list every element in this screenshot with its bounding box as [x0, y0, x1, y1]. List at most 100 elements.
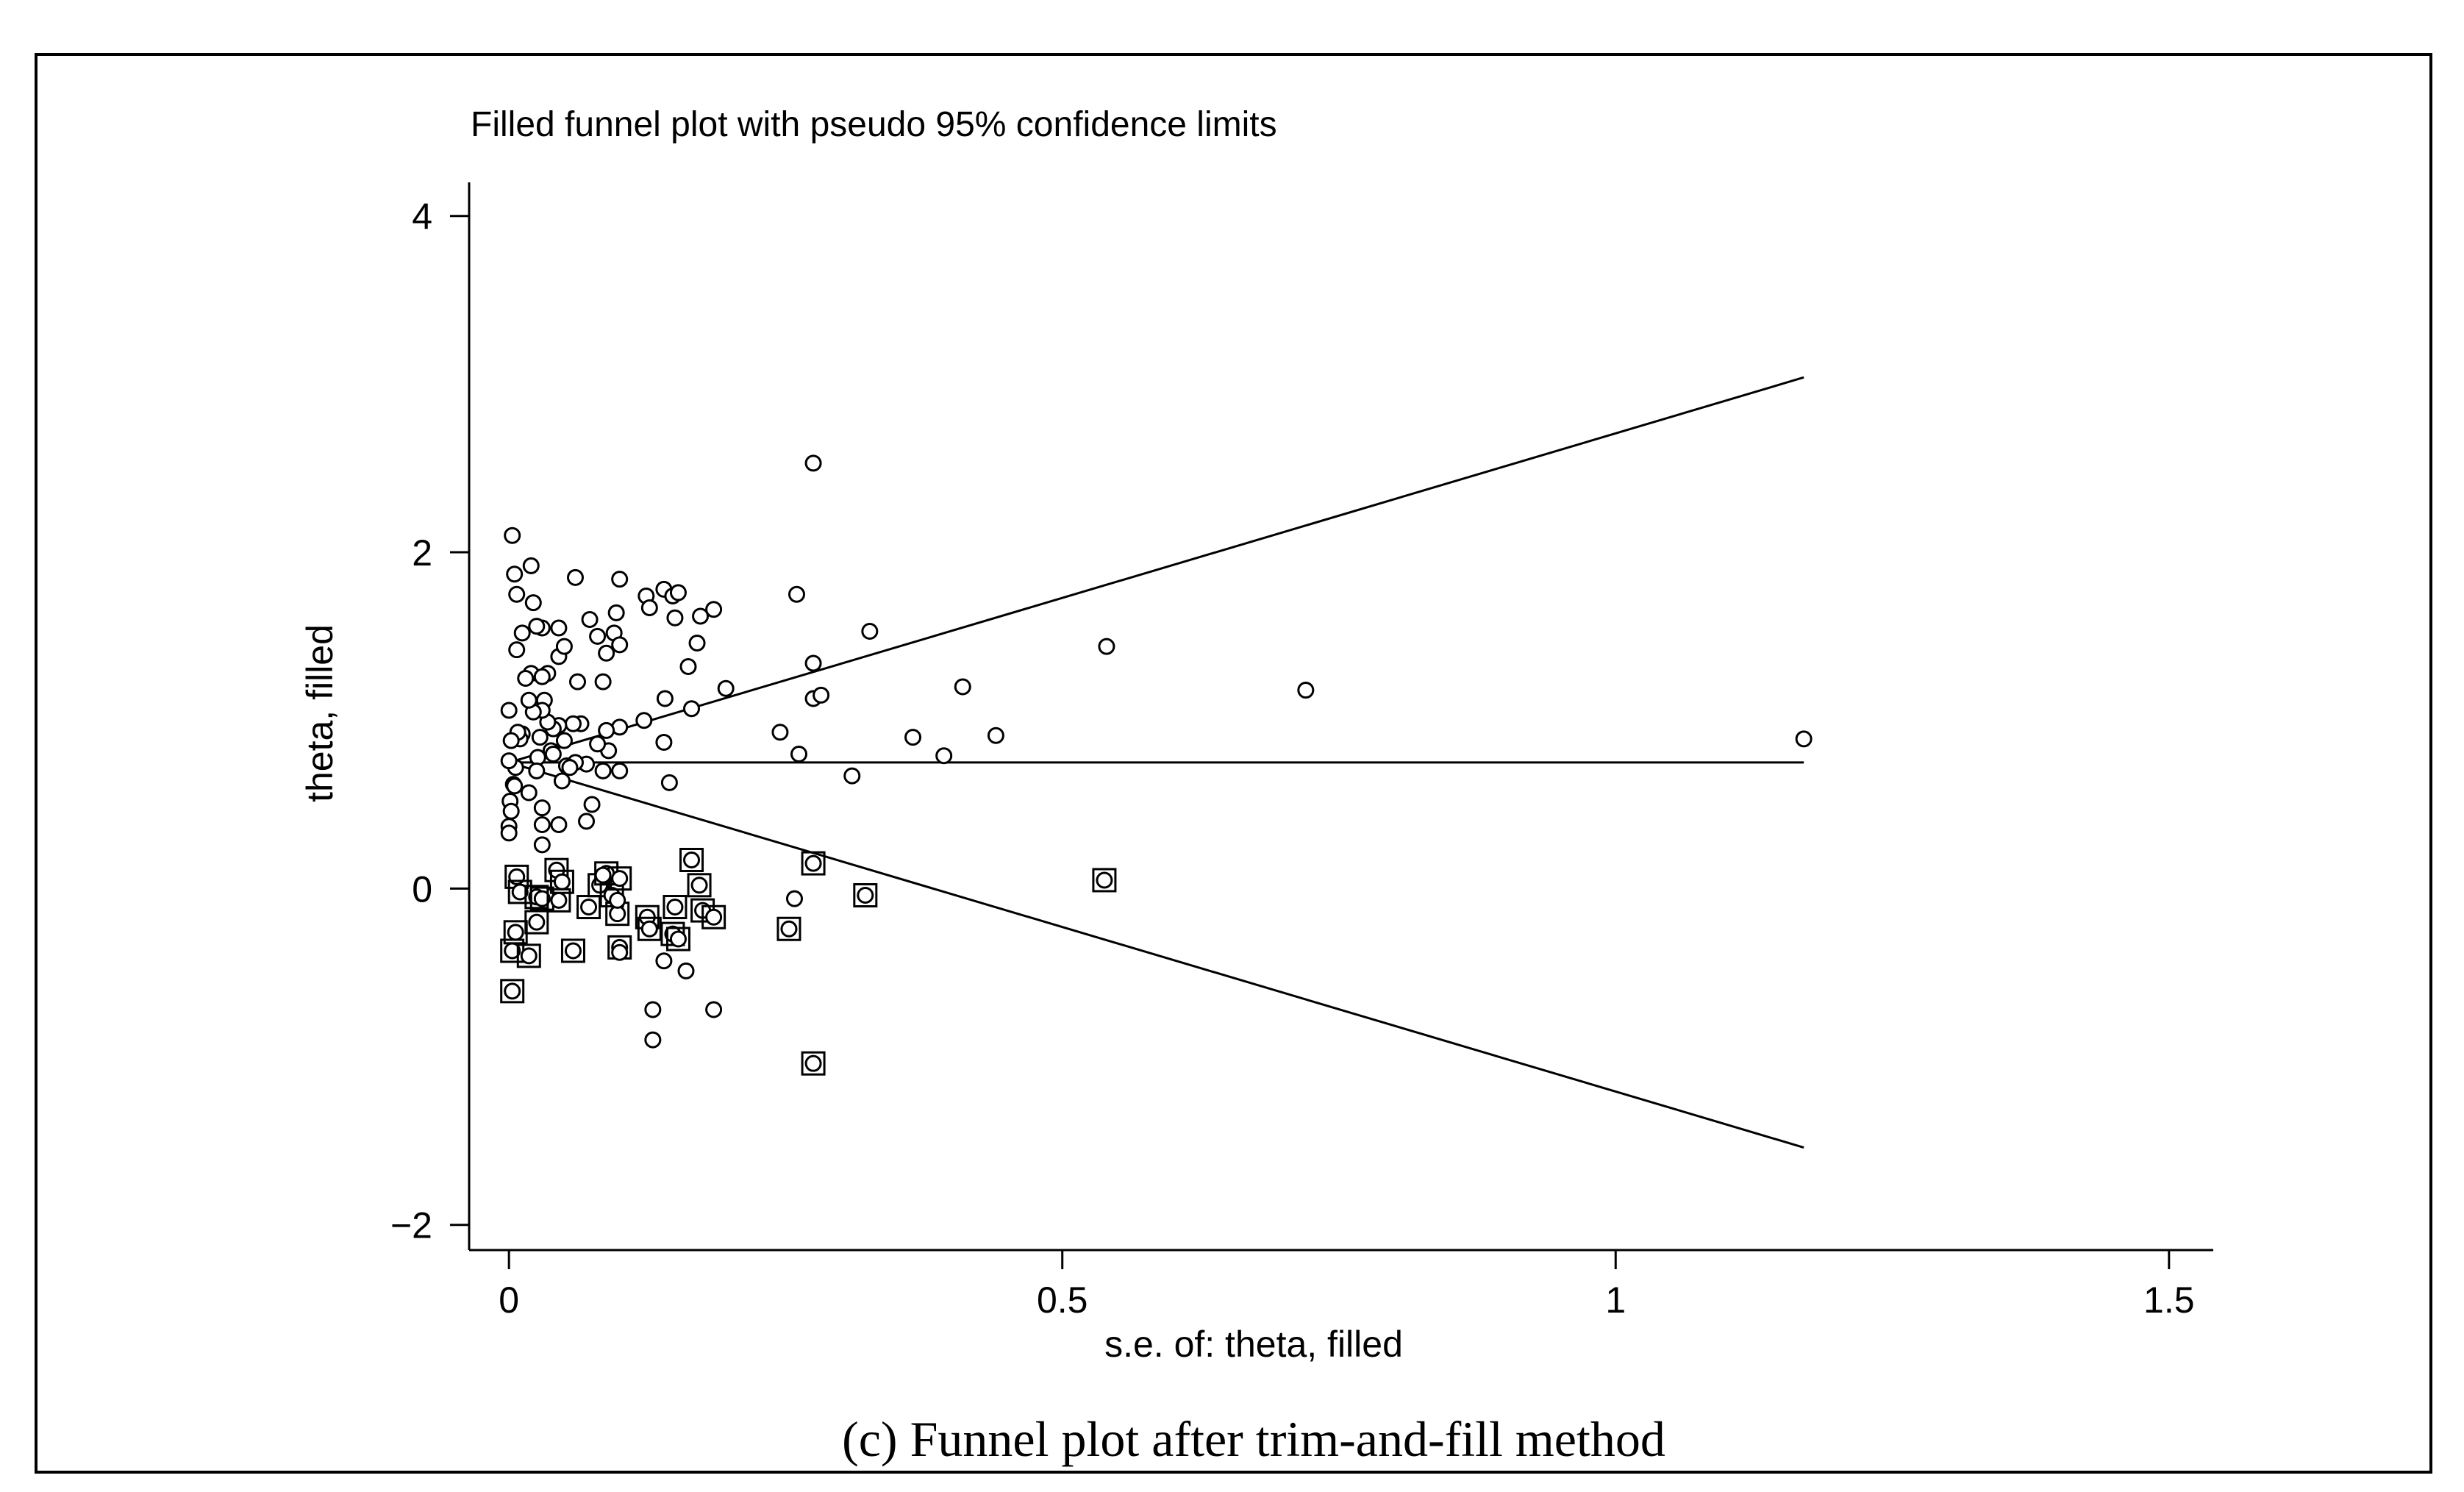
filled-point-circle	[640, 920, 658, 938]
observed-point	[644, 1031, 662, 1049]
observed-point	[589, 735, 607, 753]
filled-point-square	[637, 916, 662, 941]
observed-point	[508, 641, 526, 659]
observed-point	[1297, 682, 1315, 699]
observed-point	[594, 673, 612, 690]
filled-point-square	[801, 1051, 826, 1076]
filled-point-square	[853, 883, 878, 908]
x-tick-label: 1	[1605, 1279, 1626, 1321]
observed-point	[533, 815, 551, 833]
filled-point-square	[1092, 868, 1117, 893]
observed-point	[598, 721, 615, 739]
observed-point	[640, 599, 658, 617]
filled-point-square	[663, 895, 688, 920]
observed-point	[655, 733, 673, 751]
observed-point	[692, 607, 710, 625]
figure-frame	[35, 53, 2432, 1474]
observed-point	[544, 745, 562, 763]
filled-point-circle	[504, 982, 521, 1000]
observed-point	[550, 619, 568, 637]
observed-point	[520, 784, 538, 802]
filled-point-circle	[504, 942, 521, 960]
observed-point	[500, 702, 518, 719]
observed-point	[504, 527, 521, 544]
observed-point	[788, 585, 806, 603]
observed-point	[502, 802, 520, 820]
observed-point	[717, 679, 735, 697]
observed-point	[660, 774, 678, 791]
observed-point	[954, 678, 971, 696]
observed-point	[609, 891, 626, 909]
x-tick-label: 0.5	[1037, 1279, 1088, 1321]
observed-point	[598, 644, 615, 662]
observed-point	[861, 623, 879, 640]
observed-point	[1098, 638, 1115, 655]
observed-point	[581, 611, 599, 629]
y-axis-title: theta, filled	[299, 624, 340, 802]
filled-point-circle	[705, 908, 723, 926]
lower-confidence-limit	[508, 761, 1804, 1149]
observed-point	[677, 962, 695, 979]
filled-point-circle	[533, 890, 551, 907]
observed-point	[502, 732, 520, 749]
observed-point	[528, 762, 546, 779]
observed-point	[813, 686, 830, 704]
observed-point	[594, 762, 612, 779]
filled-point-circle	[564, 942, 582, 960]
observed-point	[506, 565, 524, 583]
filled-point-circle	[683, 852, 701, 869]
observed-point	[506, 777, 524, 795]
observed-points	[500, 454, 1813, 1049]
filled-point-circle	[507, 924, 524, 941]
observed-point	[500, 752, 518, 770]
observed-point	[555, 732, 573, 749]
filled-point-square	[701, 904, 726, 929]
observed-point	[566, 568, 584, 586]
observed-point	[655, 952, 673, 970]
filled-point-circle	[520, 947, 538, 965]
observed-point	[611, 636, 629, 654]
observed-point	[531, 729, 549, 746]
observed-point	[589, 627, 607, 645]
observed-point	[517, 670, 535, 688]
filled-point-square	[500, 979, 525, 1004]
observed-point	[555, 638, 573, 655]
axes: 4 2 0 −2 0 0.5 1 1.5	[390, 182, 2213, 1321]
observed-point	[578, 813, 596, 830]
filled-point-circle	[857, 887, 874, 904]
filled-point-circle	[553, 873, 571, 890]
observed-point	[679, 658, 697, 676]
filled-point-square	[687, 873, 712, 898]
observed-point	[553, 772, 571, 790]
observed-point	[520, 691, 538, 709]
observed-point	[611, 571, 629, 588]
filled-point-circle	[550, 891, 568, 909]
observed-point	[561, 759, 579, 777]
filled-point-square	[516, 943, 541, 968]
observed-point	[500, 824, 518, 842]
y-tick-label: 2	[412, 532, 432, 574]
chart-title: Filled funnel plot with pseudo 95% confi…	[471, 105, 1277, 144]
observed-point	[583, 796, 601, 813]
observed-point	[785, 890, 803, 907]
observed-point	[594, 866, 612, 884]
filled-point-square	[546, 888, 571, 913]
observed-point	[804, 654, 822, 672]
observed-point	[644, 1001, 662, 1018]
observed-point	[688, 635, 706, 652]
observed-point	[533, 799, 551, 817]
filled-point-square	[776, 916, 801, 941]
observed-point	[904, 729, 922, 746]
observed-point	[550, 815, 568, 833]
observed-point	[666, 609, 684, 627]
observed-point	[524, 594, 542, 612]
filled-point-circle	[690, 877, 708, 894]
observed-point	[522, 557, 540, 574]
observed-point	[935, 747, 953, 765]
observed-point	[705, 601, 723, 618]
filled-point-circle	[804, 1054, 822, 1072]
filled-point-circle	[580, 899, 598, 916]
observed-point	[568, 673, 586, 690]
filled-point-square	[801, 851, 826, 876]
figure-caption: (c) Funnel plot after trim-and-fill meth…	[842, 1411, 1665, 1467]
